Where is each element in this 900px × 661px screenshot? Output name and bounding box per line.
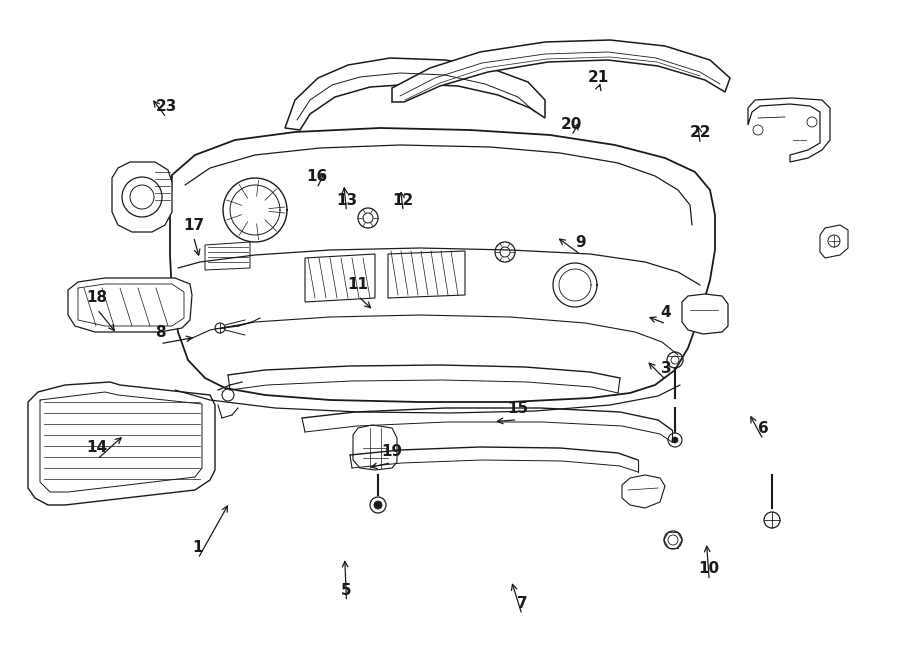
- Polygon shape: [305, 254, 375, 302]
- Polygon shape: [748, 98, 830, 162]
- Text: 6: 6: [758, 420, 769, 436]
- Polygon shape: [682, 294, 728, 334]
- Polygon shape: [112, 162, 172, 232]
- Text: 23: 23: [156, 98, 177, 114]
- Text: 1: 1: [193, 539, 203, 555]
- Text: 4: 4: [661, 305, 671, 320]
- Text: 5: 5: [341, 582, 352, 598]
- Text: 19: 19: [381, 444, 402, 459]
- Text: 18: 18: [86, 290, 108, 305]
- Polygon shape: [170, 128, 715, 402]
- Polygon shape: [28, 382, 215, 505]
- Polygon shape: [68, 278, 192, 332]
- Text: 12: 12: [392, 192, 414, 208]
- Polygon shape: [388, 251, 465, 298]
- Polygon shape: [392, 40, 730, 102]
- Polygon shape: [205, 242, 250, 270]
- Text: 16: 16: [306, 169, 328, 184]
- Text: 8: 8: [155, 325, 166, 340]
- Circle shape: [374, 501, 382, 509]
- Text: 13: 13: [336, 192, 357, 208]
- Text: 14: 14: [86, 440, 108, 455]
- Polygon shape: [285, 58, 545, 130]
- Polygon shape: [820, 225, 848, 258]
- Text: 20: 20: [561, 116, 582, 132]
- Text: 7: 7: [517, 596, 527, 611]
- Polygon shape: [353, 425, 397, 470]
- Text: 17: 17: [183, 217, 204, 233]
- Text: 21: 21: [588, 70, 609, 85]
- Text: 3: 3: [661, 361, 671, 376]
- Circle shape: [672, 437, 678, 443]
- Text: 9: 9: [575, 235, 586, 251]
- Text: 11: 11: [347, 277, 369, 292]
- Text: 10: 10: [698, 561, 720, 576]
- Text: 22: 22: [689, 125, 711, 140]
- Text: 15: 15: [507, 401, 528, 416]
- Polygon shape: [622, 475, 665, 508]
